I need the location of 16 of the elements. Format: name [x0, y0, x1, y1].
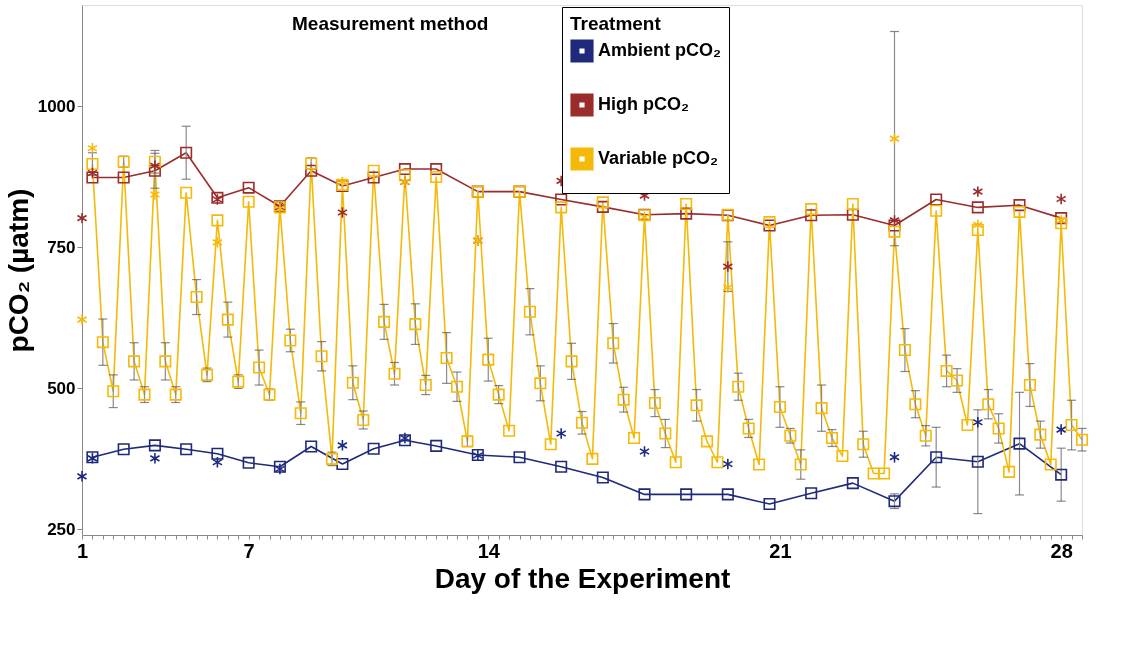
annotation: Measurement method [292, 13, 489, 34]
x-tick-label: 7 [243, 539, 255, 562]
x-axis-title: Day of the Experiment [434, 562, 731, 594]
legend-label: Ambient pCO₂ [598, 40, 721, 60]
y-tick-label: 750 [47, 237, 76, 257]
x-tick-label: 14 [477, 539, 501, 562]
x-tick-label: 1 [76, 539, 89, 562]
legend-label: High pCO₂ [598, 94, 689, 114]
y-tick-label: 1000 [37, 96, 76, 116]
x-tick-label: 28 [1050, 539, 1073, 562]
y-tick-label: 500 [47, 378, 76, 398]
x-tick-label: 21 [769, 539, 792, 562]
y-axis-title: pCO₂ (µatm) [2, 188, 34, 353]
legend-label: Variable pCO₂ [598, 148, 719, 168]
legend-title: Treatment [570, 13, 662, 34]
y-tick-label: 250 [47, 519, 76, 539]
